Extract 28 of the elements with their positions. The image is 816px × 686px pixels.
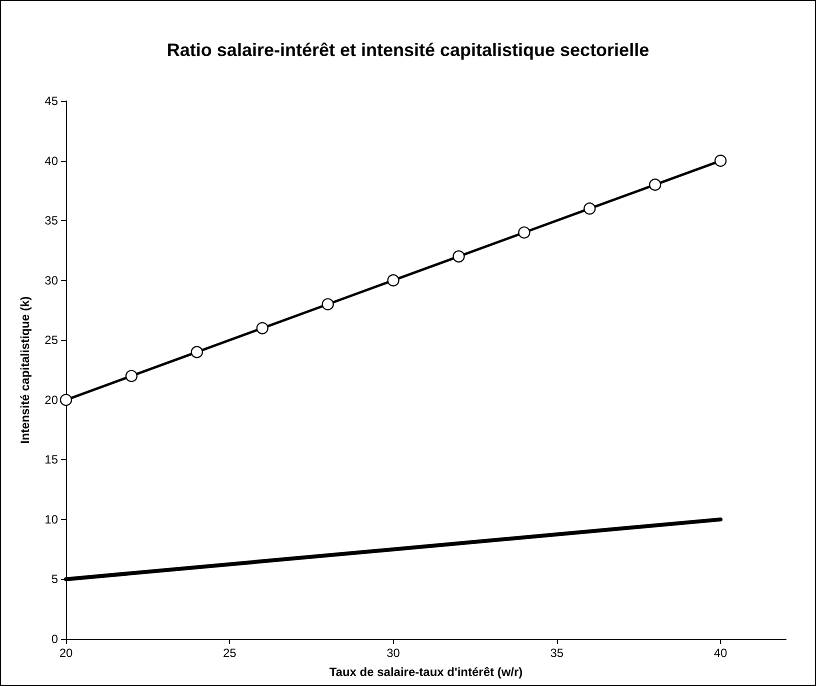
point	[256, 322, 268, 334]
y-tick-label: 15	[44, 452, 58, 467]
point	[387, 274, 400, 286]
y-tick-label: 25	[44, 333, 58, 348]
point	[60, 394, 72, 406]
x-tick-label: 30	[386, 646, 400, 660]
point	[714, 154, 727, 167]
point	[649, 178, 662, 191]
point	[322, 298, 334, 310]
x-tick-label: 35	[550, 646, 564, 660]
y-tick-label: 45	[44, 94, 58, 108]
x-tick-label: 40	[714, 646, 728, 660]
y-tick-label: 30	[44, 273, 58, 288]
y-tick-label: 0	[51, 632, 58, 646]
point	[584, 202, 596, 215]
point	[125, 370, 138, 382]
point	[190, 346, 204, 358]
y-tick-label: 35	[44, 214, 58, 228]
y-tick-label: 10	[44, 512, 58, 526]
point	[452, 250, 465, 263]
x-tick-label: 25	[222, 646, 237, 660]
y-axis-title: Intensité capitalistique (k)	[18, 296, 32, 444]
chart-title: Ratio salaire-intérêt et intensité capitalistique sectorielle	[166, 40, 650, 60]
y-tick-label: 20	[44, 392, 58, 407]
x-axis-title: Taux de salaire-taux d'intérêt (w/r)	[329, 665, 523, 679]
y-tick-label: 5	[51, 572, 58, 586]
y-tick-label: 40	[44, 154, 58, 168]
point	[518, 226, 530, 239]
